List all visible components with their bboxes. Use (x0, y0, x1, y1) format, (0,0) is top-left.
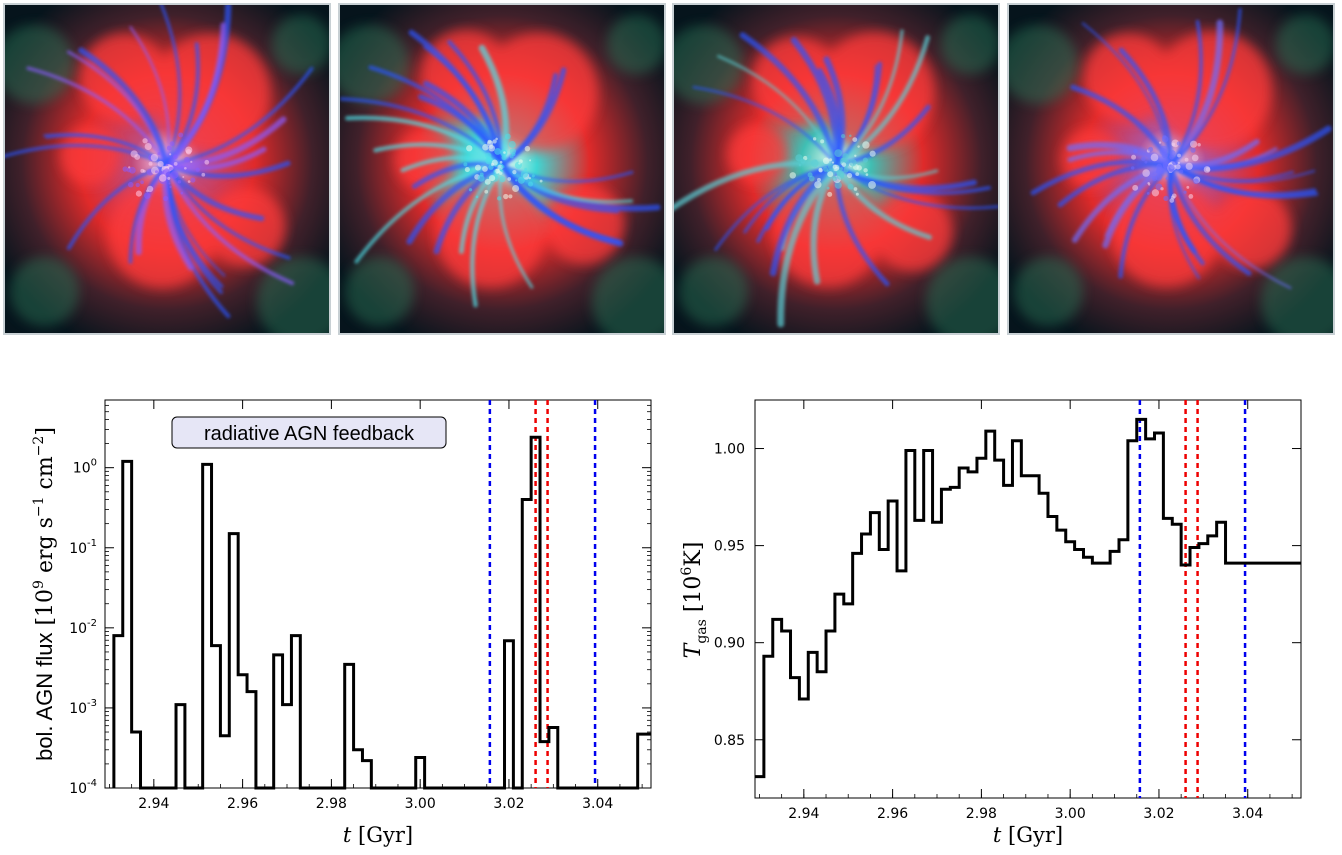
agn-flux-chart: 2.94 2.96 2.98 3.00 3.02 3.04 100 10-1 10-2 10-3… (31, 399, 652, 847)
x-tick-label: 2.96 (877, 806, 908, 822)
y-tick-label: 10-4 (69, 778, 97, 797)
y-tick-label: 10-3 (69, 698, 97, 717)
x-tick-label: 2.98 (966, 806, 997, 822)
x-tick-label: 3.02 (1143, 806, 1174, 822)
annotation-text: radiative AGN feedback (204, 423, 415, 445)
y-axis-label-right: Tgas [106K] (679, 542, 710, 659)
simulation-image-strip (0, 0, 1342, 340)
x-tick-label: 2.94 (138, 796, 169, 812)
simulation-panel-3 (672, 3, 1000, 335)
agn-flux-step-line (112, 435, 651, 790)
plot-frame-right (754, 399, 1302, 799)
y-tick-label: 0.90 (714, 636, 745, 652)
y-tick-label: 0.85 (714, 733, 745, 749)
gas-temperature-step-line (755, 417, 1301, 779)
annotation-box: radiative AGN feedback (171, 416, 447, 449)
x-tick-label: 3.00 (405, 796, 436, 812)
x-tick-label: 2.98 (316, 796, 347, 812)
y-axis-label-left: bol. AGN flux [109 erg s−1 cm−2] (31, 427, 58, 761)
x-tick-label: 2.96 (227, 796, 258, 812)
x-tick-label: 3.04 (1232, 806, 1263, 822)
simulation-panel-2 (338, 3, 666, 335)
x-tick-label: 3.00 (1055, 806, 1086, 822)
simulation-panel-4 (1007, 3, 1335, 335)
x-tick-label: 3.02 (493, 796, 524, 812)
y-tick-label: 0.95 (714, 539, 745, 555)
x-axis-label-right: t [Gyr] (993, 823, 1063, 847)
gas-temperature-chart: 2.94 2.96 2.98 3.00 3.02 3.04 1.00 0.95 0.90 0.8… (679, 399, 1302, 847)
plot-frame-left (104, 399, 652, 789)
charts-area: 2.94 2.96 2.98 3.00 3.02 3.04 100 10-1 10-2 10-3… (31, 399, 1302, 847)
y-tick-label: 10-2 (69, 618, 97, 637)
y-tick-label: 100 (73, 458, 97, 477)
x-tick-label: 2.94 (788, 806, 819, 822)
y-tick-label: 10-1 (69, 538, 97, 557)
x-tick-label: 3.04 (582, 796, 613, 812)
x-axis-label-left: t [Gyr] (343, 823, 413, 847)
y-tick-label: 1.00 (714, 442, 745, 458)
simulation-panel-1 (3, 3, 331, 335)
